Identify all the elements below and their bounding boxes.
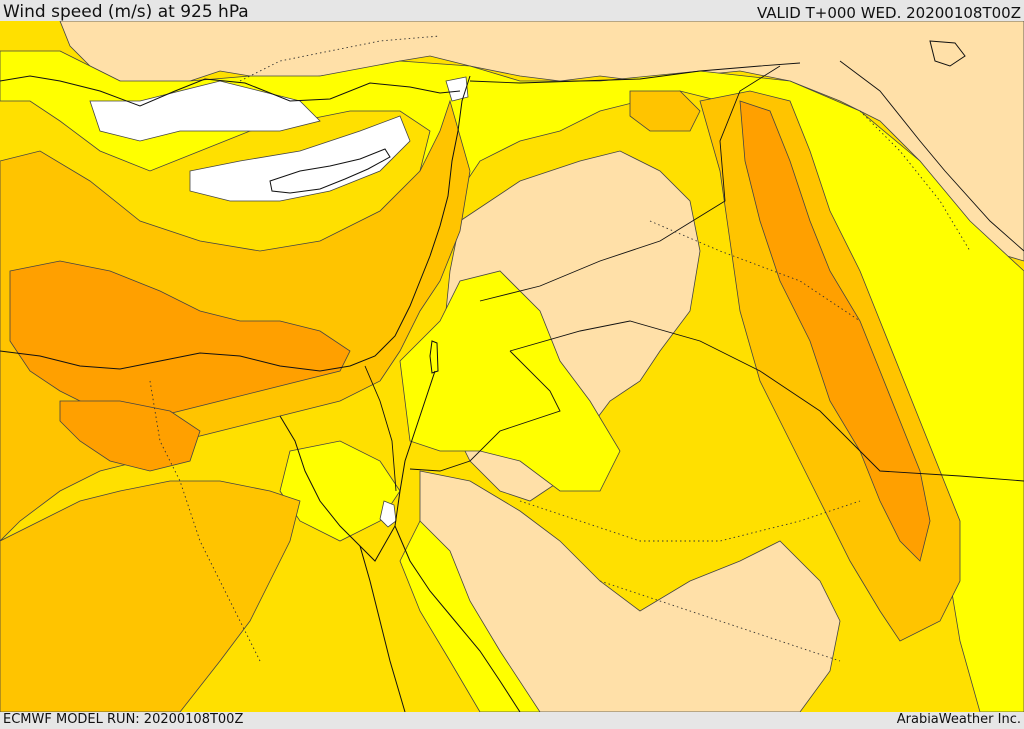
map-svg: [0, 21, 1024, 712]
cyprus-coast: [269, 148, 391, 194]
internal-boundary-3: [599, 580, 841, 662]
band-moderate-low-redsea: [399, 520, 541, 712]
jordan-iraq-border: [409, 350, 561, 472]
jordan-saudi-border: [509, 320, 1024, 482]
turkey-coastline: [0, 75, 461, 107]
map-title: Wind speed (m/s) at 925 hPa: [3, 2, 249, 22]
internal-boundary-4: [239, 35, 441, 82]
red-sea-east-coast: [394, 525, 521, 712]
band-calm-lebanon: [445, 76, 469, 102]
valid-time: VALID T+000 WED. 20200108T00Z: [756, 4, 1021, 22]
band-stronger-med: [9, 260, 351, 422]
internal-boundary-6: [859, 110, 971, 252]
footer-bar: ECMWF MODEL RUN: 20200108T00Z ArabiaWeat…: [0, 712, 1024, 729]
band-strong-syria: [629, 90, 701, 132]
syria-iraq-border: [479, 65, 781, 302]
band-stronger-iraq: [739, 100, 931, 562]
turkey-syria-border: [469, 62, 801, 84]
credit: ArabiaWeather Inc.: [896, 712, 1021, 727]
model-run: ECMWF MODEL RUN: 20200108T00Z: [3, 712, 244, 727]
lake-van: [929, 40, 966, 67]
red-sea-west-coast: [359, 545, 406, 712]
header-bar: Wind speed (m/s) at 925 hPa VALID T+000 …: [0, 0, 1024, 22]
egypt-israel-border: [364, 365, 397, 492]
dead-sea: [429, 340, 439, 374]
internal-boundary-1: [149, 380, 261, 662]
band-moderate-low-levant: [399, 270, 621, 492]
band-calm-gulf-aqaba: [379, 500, 397, 528]
levant-coastline: [0, 75, 471, 372]
wind-speed-map[interactable]: [0, 21, 1024, 712]
band-strong-egypt: [0, 480, 301, 712]
band-calm-cyprus: [189, 115, 411, 202]
band-stronger-egypt: [59, 400, 201, 472]
red-sea-coastline: [279, 370, 436, 562]
band-calm-turkey: [89, 80, 321, 142]
iraq-iran-border: [839, 60, 1024, 252]
